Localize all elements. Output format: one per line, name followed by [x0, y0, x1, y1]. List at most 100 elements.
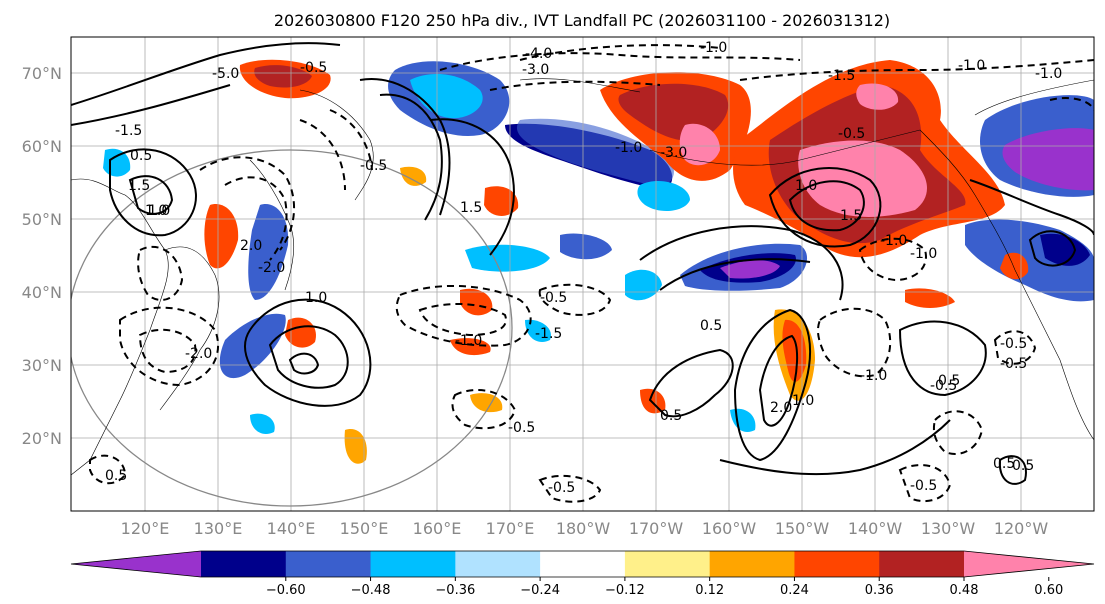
contour-label: 1.5	[840, 208, 862, 224]
contour-label: 0.5	[1012, 458, 1034, 474]
colorbar-swatch	[285, 551, 372, 577]
contour-label: 0.5	[993, 456, 1015, 472]
shade-neg-13	[525, 319, 551, 342]
colorbar-swatch	[709, 551, 795, 577]
colorbar-tick-label: 0.60	[1034, 583, 1063, 598]
contour-label: -0.5	[300, 60, 327, 76]
map-panel: -5.0 -4.0 -3.0 -1.0 -1.5 -0.5 1.5 2.0 1.…	[70, 36, 1095, 512]
colorbar-extend-high	[964, 551, 1094, 577]
lat-label: 40°N	[22, 283, 62, 302]
colorbar-swatch	[370, 551, 456, 577]
lat-label: 50°N	[22, 210, 62, 229]
shade-pos-4b	[254, 65, 312, 88]
contour-label: -2.0	[258, 260, 285, 276]
colorbar-tick-label: 0.12	[695, 583, 724, 598]
graticule	[71, 37, 1094, 511]
lon-label: 130°E	[194, 519, 243, 538]
colorbar: −0.60 −0.48 −0.36 −0.24 −0.12 0.12 0.24 0.36 0.4…	[70, 550, 1095, 598]
contour-label: -1.0	[958, 58, 985, 74]
contour-label: -2.0	[185, 346, 212, 362]
contour-label: -0.5	[540, 290, 567, 306]
contour-label: -0.5	[508, 420, 535, 436]
colorbar-tick-label: 0.48	[950, 583, 979, 598]
contour-label: 0.5	[130, 148, 152, 164]
contour-label: 0.5	[938, 373, 960, 389]
contour-label: -3.0	[522, 62, 549, 78]
lat-label: 20°N	[22, 429, 62, 448]
colorbar-swatch	[879, 551, 965, 577]
contour-label: -1.0	[910, 246, 937, 262]
contour-lines	[71, 42, 1094, 485]
contour-label: -1.5	[828, 68, 855, 84]
contour-label: 1.0	[792, 393, 814, 409]
shade-pos-2c	[798, 140, 927, 217]
lon-label: 170°W	[629, 519, 684, 538]
lon-label: 130°W	[921, 519, 976, 538]
shade-pos-8	[460, 288, 493, 316]
contour-label: -0.5	[548, 480, 575, 496]
contour-label: 1.5	[128, 178, 150, 194]
contour-label: -1.0	[455, 333, 482, 349]
contour-label: -1.5	[115, 123, 142, 139]
colorbar-tick-label: 0.24	[780, 583, 809, 598]
colorbar-tick-label: −0.60	[266, 583, 306, 598]
contour-label: -4.0	[525, 46, 552, 62]
contour-label: -0.5	[930, 378, 957, 394]
shade-neg-3	[637, 180, 690, 212]
contour-label: -5.0	[212, 66, 239, 82]
lat-label: 70°N	[22, 64, 62, 83]
shade-pos-11b	[782, 319, 807, 382]
lon-label: 140°W	[848, 519, 903, 538]
lon-label: 150°E	[340, 519, 389, 538]
contour-label: -1.5	[535, 326, 562, 342]
contour-label: 2.0	[240, 238, 262, 254]
colorbar-tick-label: 0.36	[865, 583, 894, 598]
lon-label: 140°E	[267, 519, 316, 538]
shade-pos-6	[285, 317, 316, 348]
figure-title: 2026030800 F120 250 hPa div., IVT Landfa…	[274, 11, 890, 30]
colorbar-outline	[70, 550, 1095, 578]
shade-neg-2b	[516, 118, 674, 186]
lon-label: 160°W	[702, 519, 757, 538]
shade-pos-1c	[679, 123, 720, 166]
lon-label: 150°W	[775, 519, 830, 538]
shade-neg-7	[560, 233, 612, 260]
contour-label: 1.5	[460, 200, 482, 216]
shade-neg-15	[250, 413, 275, 435]
contour-label: -0.5	[1000, 336, 1027, 352]
shade-pos-12	[905, 288, 955, 308]
shade-neg-5	[625, 269, 662, 301]
contour-label: 0.5	[660, 408, 682, 424]
shade-neg-9b	[1040, 233, 1090, 266]
shade-neg-6	[465, 244, 550, 272]
contour-label: 1.0	[305, 290, 327, 306]
contour-label: 2.0	[770, 400, 792, 416]
contour-label: 0.5	[105, 468, 127, 484]
lat-label: 30°N	[22, 356, 62, 375]
colorbar-swatch	[455, 551, 541, 577]
shade-neg-10	[248, 204, 289, 300]
lon-label: 160°E	[413, 519, 462, 538]
contour-label: -1.0	[615, 140, 642, 156]
contour-label: 1.0	[148, 203, 170, 219]
colorbar-tick-label: −0.12	[605, 583, 645, 598]
contour-lines-dashed	[89, 44, 1094, 503]
contour-label: 1.0	[795, 178, 817, 194]
contour-label: 1.0	[145, 203, 167, 219]
contour-label: -1.0	[1035, 66, 1062, 82]
shade-neg-8b	[1002, 128, 1094, 191]
contour-label: 0.5	[700, 318, 722, 334]
shade-neg-1b	[410, 74, 483, 119]
contour-label: -3.0	[660, 145, 687, 161]
lon-label: 170°E	[486, 519, 535, 538]
contour-label: -1.0	[700, 40, 727, 56]
analysis-circle	[71, 149, 513, 507]
contour-label: -0.5	[1000, 356, 1027, 372]
lon-label: 180°W	[556, 519, 611, 538]
shade-neg-4c	[720, 260, 780, 279]
shade-pos-2d	[856, 83, 899, 110]
contour-label: -0.5	[360, 158, 387, 174]
colorbar-swatch	[794, 551, 880, 577]
latitude-labels: 70°N 60°N 50°N 40°N 30°N 20°N	[22, 64, 62, 448]
